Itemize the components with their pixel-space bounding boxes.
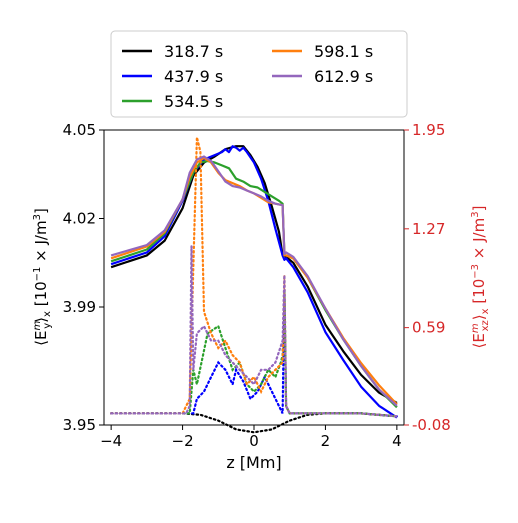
series-solid-line-318-7-s xyxy=(110,145,398,404)
y-left-tick-label: 3.95 xyxy=(63,416,96,434)
y-left-tick-label: 3.99 xyxy=(63,298,96,316)
series-solid-line-534-5-s xyxy=(110,159,398,409)
legend: 318.7 s 437.9 s 534.5 s 598.1 s 612.9 s xyxy=(110,30,408,118)
series-dotted-line-612-9-s xyxy=(109,246,398,418)
x-tick-label: 0 xyxy=(249,432,259,450)
x-axis-label: z [Mm] xyxy=(226,453,281,472)
series-solid-line-612-9-s xyxy=(110,155,398,407)
plot-frame xyxy=(103,129,405,426)
legend-label: 598.1 s xyxy=(314,42,373,61)
y-left-axis-ticks: 3.95 3.99 4.02 4.05 xyxy=(63,121,104,434)
legend-label: 437.9 s xyxy=(164,67,223,86)
legend-label: 534.5 s xyxy=(164,92,223,111)
x-tick-label: −2 xyxy=(172,432,194,450)
x-tick-label: −4 xyxy=(100,432,122,450)
y-right-axis-label: ⟨Emxz⟩x [10−3 × J/m3] xyxy=(470,206,491,349)
x-tick-label: 2 xyxy=(321,432,331,450)
series-dotted-line-598-1-s xyxy=(109,137,398,418)
y-right-tick-label: 1.27 xyxy=(412,220,445,238)
legend-label: 612.9 s xyxy=(314,67,373,86)
legend-entry: 534.5 s xyxy=(122,92,223,111)
legend-entry: 437.9 s xyxy=(122,67,223,86)
y-right-tick-label: -0.08 xyxy=(412,416,451,434)
y-right-axis-ticks: -0.08 0.59 1.27 1.95 xyxy=(404,121,451,434)
series-solid-line-598-1-s xyxy=(110,156,398,406)
y-left-axis-label: ⟨Emy⟩x [10−1 × J/m3] xyxy=(32,208,53,346)
series-lines xyxy=(109,137,398,434)
y-right-tick-label: 0.59 xyxy=(412,319,445,337)
legend-entry: 612.9 s xyxy=(272,67,373,86)
y-left-tick-label: 4.02 xyxy=(63,210,96,228)
y-right-tick-label: 1.95 xyxy=(412,121,445,139)
legend-entry: 598.1 s xyxy=(272,42,373,61)
y-left-tick-label: 4.05 xyxy=(63,121,96,139)
legend-frame xyxy=(110,30,408,118)
x-axis-ticks: −4 −2 0 2 4 xyxy=(100,425,402,450)
legend-label: 318.7 s xyxy=(164,42,223,61)
legend-entry: 318.7 s xyxy=(122,42,223,61)
x-tick-label: 4 xyxy=(392,432,402,450)
